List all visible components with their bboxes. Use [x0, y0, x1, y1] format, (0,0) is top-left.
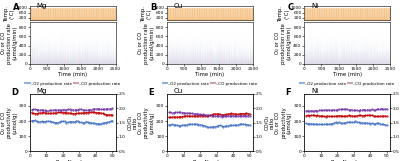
Text: B: B: [150, 3, 156, 12]
Legend: –O2 production rate, –CO production rate: –O2 production rate, –CO production rate: [298, 80, 396, 88]
Text: Cu: Cu: [174, 88, 183, 94]
Text: F: F: [286, 88, 291, 97]
X-axis label: Time (min): Time (min): [58, 72, 88, 77]
Y-axis label: O₂ or CO
productivity
(μmol/g): O₂ or CO productivity (μmol/g): [138, 107, 155, 138]
Y-axis label: O₂ or CO
productivity
(μmol/g): O₂ or CO productivity (μmol/g): [1, 107, 18, 138]
X-axis label: Time (min): Time (min): [196, 72, 224, 77]
Text: Ni: Ni: [311, 3, 318, 9]
Text: Ni: Ni: [311, 88, 318, 94]
X-axis label: Run Number: Run Number: [194, 160, 226, 161]
X-axis label: Time (min): Time (min): [332, 72, 362, 77]
Y-axis label: CO/O₂
ratio: CO/O₂ ratio: [264, 115, 275, 130]
Y-axis label: CO/O₂
ratio: CO/O₂ ratio: [127, 115, 138, 130]
Y-axis label: O₂ or CO
productivity
(μmol/g): O₂ or CO productivity (μmol/g): [275, 107, 292, 138]
Text: A: A: [13, 3, 19, 12]
Y-axis label: O₂ or CO
production rate
(μmol/g/min): O₂ or CO production rate (μmol/g/min): [138, 23, 155, 64]
Text: Cu: Cu: [174, 3, 183, 9]
X-axis label: Run Number: Run Number: [330, 160, 364, 161]
Legend: –O2 production rate, –CO production rate: –O2 production rate, –CO production rate: [161, 80, 259, 88]
Text: Mg: Mg: [37, 3, 47, 9]
Text: C: C: [287, 3, 293, 12]
Text: Mg: Mg: [37, 88, 47, 94]
Y-axis label: Temp.
(°C): Temp. (°C): [4, 5, 15, 21]
Text: D: D: [11, 88, 18, 97]
Y-axis label: Temp.
(°C): Temp. (°C): [141, 5, 152, 21]
Y-axis label: Temp.
(°C): Temp. (°C): [278, 5, 289, 21]
X-axis label: Run Number: Run Number: [56, 160, 90, 161]
Legend: –O2 production rate, –CO production rate: –O2 production rate, –CO production rate: [24, 80, 122, 88]
Y-axis label: O₂ or CO
production rate
(μmol/g/min): O₂ or CO production rate (μmol/g/min): [275, 23, 292, 64]
Y-axis label: O₂ or CO
production rate
(μmol/g/min): O₂ or CO production rate (μmol/g/min): [1, 23, 18, 64]
Text: E: E: [148, 88, 154, 97]
